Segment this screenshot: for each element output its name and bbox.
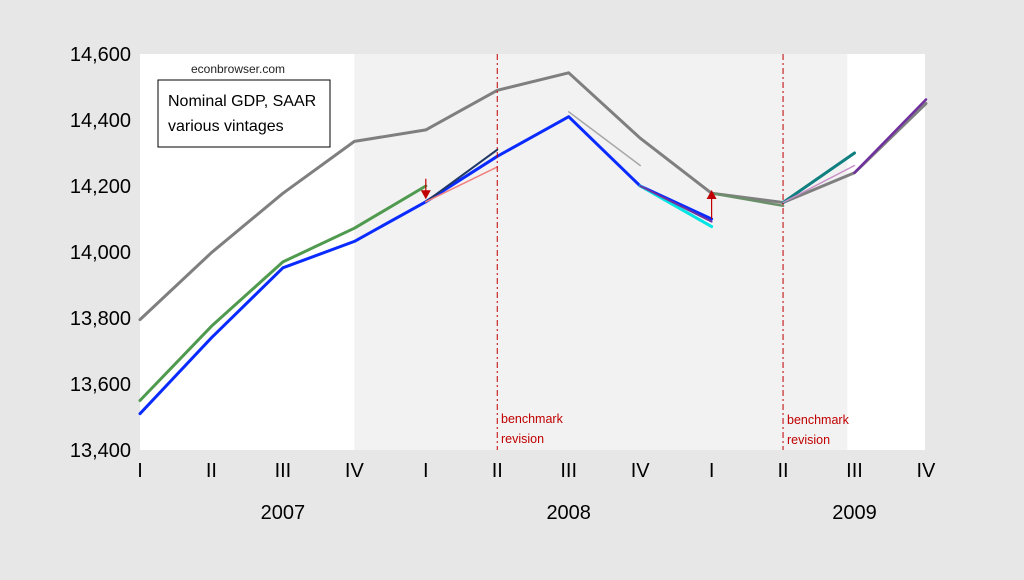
y-tick-label: 14,000 (70, 242, 131, 264)
series-line-8 (639, 185, 713, 223)
series-line-4 (424, 148, 499, 203)
y-tick-label: 14,600 (70, 44, 131, 66)
x-tick-label: IV (916, 460, 936, 482)
x-tick-label: I (709, 460, 715, 482)
series-line-11 (782, 164, 856, 204)
benchmark-label-2-line1: benchmark (787, 413, 850, 427)
x-tick-label: IV (345, 460, 365, 482)
x-axis-years: 2007 2008 2009 (261, 502, 877, 524)
x-tick-label: I (137, 460, 143, 482)
series-line-10 (781, 151, 856, 204)
series-line-1 (138, 71, 928, 322)
y-tick-label: 14,400 (70, 110, 131, 132)
series-line-6 (567, 111, 641, 167)
y-tick-label: 13,400 (70, 440, 131, 462)
year-label: 2007 (261, 502, 306, 524)
series-line-2 (138, 184, 428, 402)
y-tick-label: 14,200 (70, 176, 131, 198)
series-layer (138, 71, 928, 416)
x-axis-quarters: I II III IV I II III IV I II III IV (137, 460, 936, 482)
y-tick-label: 13,800 (70, 308, 131, 330)
series-line-5 (425, 166, 499, 203)
revision-arrows (420, 178, 717, 219)
y-tick-label: 13,600 (70, 374, 131, 396)
series-line-9 (710, 192, 785, 208)
revision-arrow-head-1 (420, 190, 431, 200)
x-tick-label: III (560, 460, 577, 482)
year-label: 2009 (832, 502, 877, 524)
x-tick-label: II (492, 460, 503, 482)
revision-arrow-head-2 (706, 189, 717, 199)
x-tick-label: I (423, 460, 429, 482)
x-tick-label: III (846, 460, 863, 482)
x-tick-label: III (275, 460, 292, 482)
benchmark-lines (496, 54, 784, 450)
x-tick-label: II (777, 460, 788, 482)
year-label: 2008 (546, 502, 591, 524)
legend-line-2: various vintages (168, 118, 284, 135)
legend-line-1: Nominal GDP, SAAR (168, 93, 316, 110)
shaded-region (354, 54, 848, 450)
benchmark-label-1-line1: benchmark (501, 412, 564, 426)
x-tick-label: IV (631, 460, 651, 482)
x-tick-label: II (206, 460, 217, 482)
y-axis-ticks: 13,400 13,600 13,800 14,000 14,200 14,400 14,6… (70, 44, 131, 462)
legend-box (157, 79, 331, 148)
watermark-text: econbrowser.com (191, 62, 285, 76)
series-line-12 (853, 98, 928, 175)
benchmark-label-2-line2: revision (787, 433, 830, 447)
benchmark-label-1-line2: revision (501, 432, 544, 446)
